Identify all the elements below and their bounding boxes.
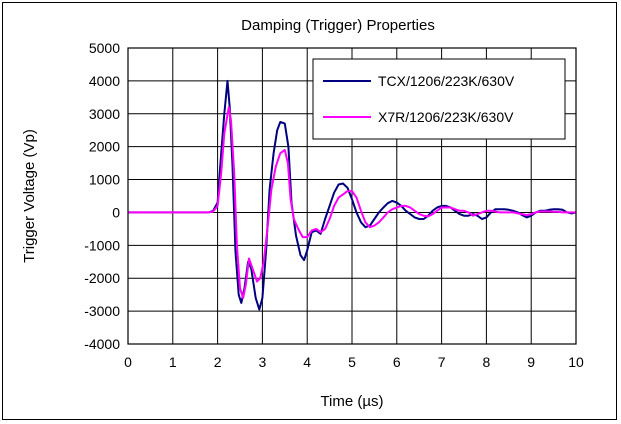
y-tick-label: 5000 bbox=[89, 40, 120, 56]
x-tick-label: 5 bbox=[348, 354, 356, 370]
y-tick-label: -1000 bbox=[84, 237, 120, 253]
x-tick-label: 4 bbox=[303, 354, 311, 370]
x-tick-label: 0 bbox=[124, 354, 132, 370]
x-tick-label: 9 bbox=[527, 354, 535, 370]
y-tick-label: 3000 bbox=[89, 106, 120, 122]
y-tick-label: -4000 bbox=[84, 336, 120, 352]
x-tick-labels: 0 1 2 3 4 5 6 7 8 9 10 bbox=[124, 354, 584, 370]
legend-label: X7R/1206/223K/630V bbox=[378, 109, 514, 125]
x-tick-label: 1 bbox=[169, 354, 177, 370]
y-tick-label: 4000 bbox=[89, 73, 120, 89]
x-tick-label: 2 bbox=[214, 354, 222, 370]
y-tick-label: -2000 bbox=[84, 270, 120, 286]
y-tick-label: 2000 bbox=[89, 139, 120, 155]
legend: TCX/1206/223K/630V X7R/1206/223K/630V bbox=[313, 59, 565, 139]
y-tick-label: 1000 bbox=[89, 172, 120, 188]
x-tick-label: 10 bbox=[568, 354, 584, 370]
x-tick-label: 7 bbox=[438, 354, 446, 370]
y-axis-label: Trigger Voltage (Vp) bbox=[21, 129, 38, 263]
x-tick-label: 3 bbox=[259, 354, 267, 370]
chart-frame: Damping (Trigger) Properties 5000 4000 300… bbox=[2, 2, 617, 420]
y-tick-label: 0 bbox=[112, 204, 120, 220]
y-tick-label: -3000 bbox=[84, 303, 120, 319]
legend-box bbox=[313, 59, 565, 139]
y-tick-labels: 5000 4000 3000 2000 1000 0 -1000 -2000 -3000 -400… bbox=[84, 40, 120, 352]
x-tick-label: 6 bbox=[393, 354, 401, 370]
chart: Damping (Trigger) Properties 50004000300… bbox=[3, 3, 616, 419]
legend-label: TCX/1206/223K/630V bbox=[378, 73, 515, 89]
x-axis-label: Time (µs) bbox=[320, 393, 383, 410]
x-tick-label: 8 bbox=[483, 354, 491, 370]
chart-title: Damping (Trigger) Properties bbox=[241, 17, 435, 34]
